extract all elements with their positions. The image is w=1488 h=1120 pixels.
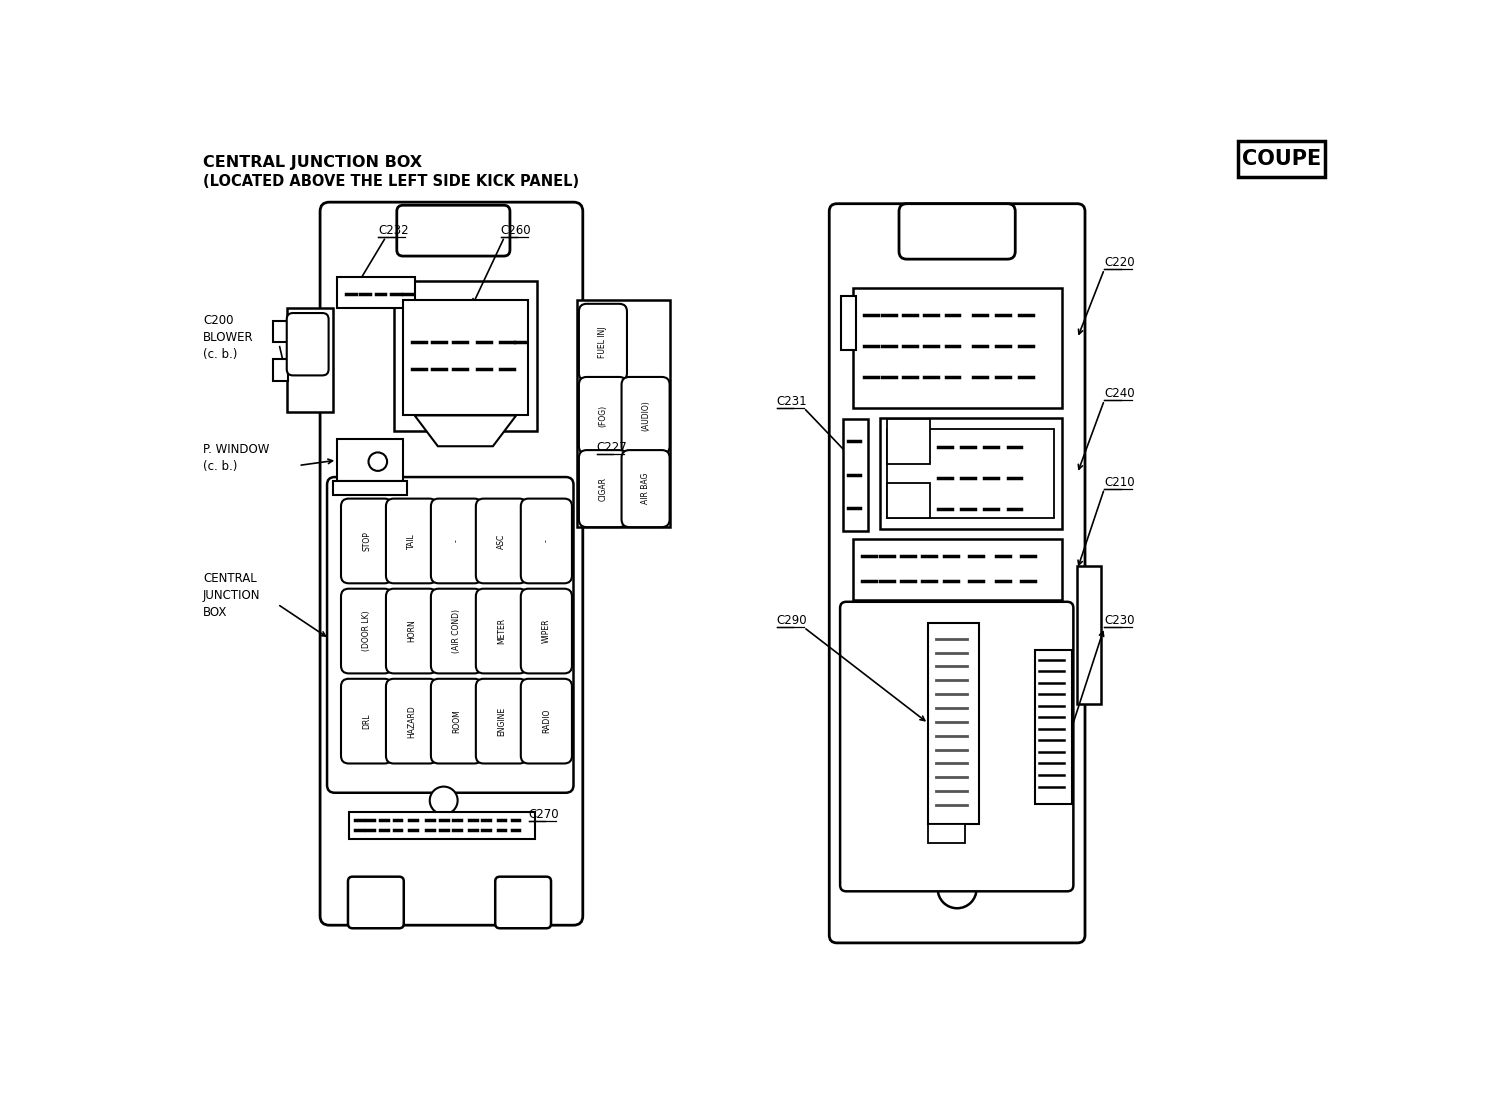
Bar <box>841 296 857 349</box>
FancyBboxPatch shape <box>341 679 393 764</box>
Text: WIPER: WIPER <box>542 618 551 643</box>
Text: CENTRAL: CENTRAL <box>202 572 257 585</box>
FancyBboxPatch shape <box>579 304 626 381</box>
Text: C260: C260 <box>500 224 531 236</box>
Text: (c. b.): (c. b.) <box>202 348 238 361</box>
Text: COUPE: COUPE <box>1242 149 1321 169</box>
Text: HAZARD: HAZARD <box>408 704 417 737</box>
FancyBboxPatch shape <box>385 498 437 584</box>
Text: C227: C227 <box>597 441 628 454</box>
Bar <box>887 429 1054 517</box>
FancyBboxPatch shape <box>521 589 571 673</box>
Text: DRL: DRL <box>362 713 371 729</box>
Bar <box>1077 566 1101 704</box>
Text: P. WINDOW: P. WINDOW <box>202 444 269 456</box>
Text: CIGAR: CIGAR <box>598 477 607 501</box>
Bar <box>887 483 930 517</box>
Bar <box>1034 651 1071 804</box>
Bar <box>929 823 964 843</box>
Text: BOX: BOX <box>202 606 228 618</box>
FancyBboxPatch shape <box>829 204 1085 943</box>
Bar <box>338 277 415 308</box>
FancyBboxPatch shape <box>320 203 583 925</box>
Text: TAIL: TAIL <box>408 533 417 549</box>
FancyBboxPatch shape <box>432 679 482 764</box>
Text: AIR BAG: AIR BAG <box>641 473 650 504</box>
Text: C240: C240 <box>1104 388 1135 400</box>
Text: FUEL INJ: FUEL INJ <box>598 327 607 358</box>
Bar <box>887 419 930 464</box>
Text: CENTRAL JUNCTION BOX: CENTRAL JUNCTION BOX <box>202 156 423 170</box>
FancyBboxPatch shape <box>385 679 437 764</box>
Text: C210: C210 <box>1104 476 1135 488</box>
Bar <box>853 288 1062 408</box>
FancyBboxPatch shape <box>579 450 626 528</box>
Text: C232: C232 <box>378 224 409 236</box>
Bar <box>853 539 1062 600</box>
Polygon shape <box>415 416 516 446</box>
Bar <box>394 281 537 431</box>
Text: ROOM: ROOM <box>452 709 461 732</box>
Bar <box>333 480 406 495</box>
Bar <box>272 360 289 381</box>
Bar <box>844 419 868 531</box>
Text: C220: C220 <box>1104 256 1135 269</box>
FancyBboxPatch shape <box>622 450 670 528</box>
Bar <box>879 418 1062 530</box>
Text: C290: C290 <box>777 614 806 627</box>
FancyBboxPatch shape <box>327 477 573 793</box>
Text: (c. b.): (c. b.) <box>202 460 238 474</box>
FancyBboxPatch shape <box>287 312 329 375</box>
Circle shape <box>430 786 458 814</box>
FancyBboxPatch shape <box>432 498 482 584</box>
Text: STOP: STOP <box>362 531 371 551</box>
FancyBboxPatch shape <box>476 589 527 673</box>
FancyBboxPatch shape <box>432 589 482 673</box>
Bar <box>287 308 333 411</box>
FancyBboxPatch shape <box>397 205 510 256</box>
FancyBboxPatch shape <box>341 498 393 584</box>
Circle shape <box>937 870 976 908</box>
Text: METER: METER <box>497 618 506 644</box>
Bar <box>929 624 979 823</box>
Text: HORN: HORN <box>408 619 417 643</box>
Text: C231: C231 <box>777 394 806 408</box>
FancyBboxPatch shape <box>385 589 437 673</box>
Circle shape <box>369 452 387 470</box>
Text: (LOCATED ABOVE THE LEFT SIDE KICK PANEL): (LOCATED ABOVE THE LEFT SIDE KICK PANEL) <box>202 175 579 189</box>
FancyBboxPatch shape <box>521 679 571 764</box>
FancyBboxPatch shape <box>341 589 393 673</box>
Text: -: - <box>452 540 461 542</box>
FancyBboxPatch shape <box>521 498 571 584</box>
FancyBboxPatch shape <box>476 498 527 584</box>
Bar <box>348 812 534 839</box>
Text: (AIR COND): (AIR COND) <box>452 609 461 653</box>
Text: BLOWER: BLOWER <box>202 330 253 344</box>
FancyBboxPatch shape <box>496 877 551 928</box>
Bar <box>338 439 403 480</box>
FancyBboxPatch shape <box>579 377 626 454</box>
Text: C270: C270 <box>528 809 559 821</box>
Bar <box>272 320 289 343</box>
Text: ASC: ASC <box>497 533 506 549</box>
Text: C200: C200 <box>202 314 234 327</box>
FancyBboxPatch shape <box>348 877 403 928</box>
FancyBboxPatch shape <box>622 377 670 454</box>
Text: RADIO: RADIO <box>542 709 551 734</box>
Bar <box>577 300 671 528</box>
FancyBboxPatch shape <box>476 679 527 764</box>
Text: -: - <box>542 540 551 542</box>
Text: (AUDIO): (AUDIO) <box>641 400 650 431</box>
Text: JUNCTION: JUNCTION <box>202 589 260 601</box>
Bar <box>403 300 528 416</box>
Bar <box>1238 141 1326 177</box>
Text: ENGINE: ENGINE <box>497 707 506 736</box>
FancyBboxPatch shape <box>899 204 1015 259</box>
Text: (DOOR LK): (DOOR LK) <box>362 610 371 652</box>
Text: C230: C230 <box>1104 614 1135 627</box>
FancyBboxPatch shape <box>841 601 1073 892</box>
Text: (FOG): (FOG) <box>598 404 607 427</box>
